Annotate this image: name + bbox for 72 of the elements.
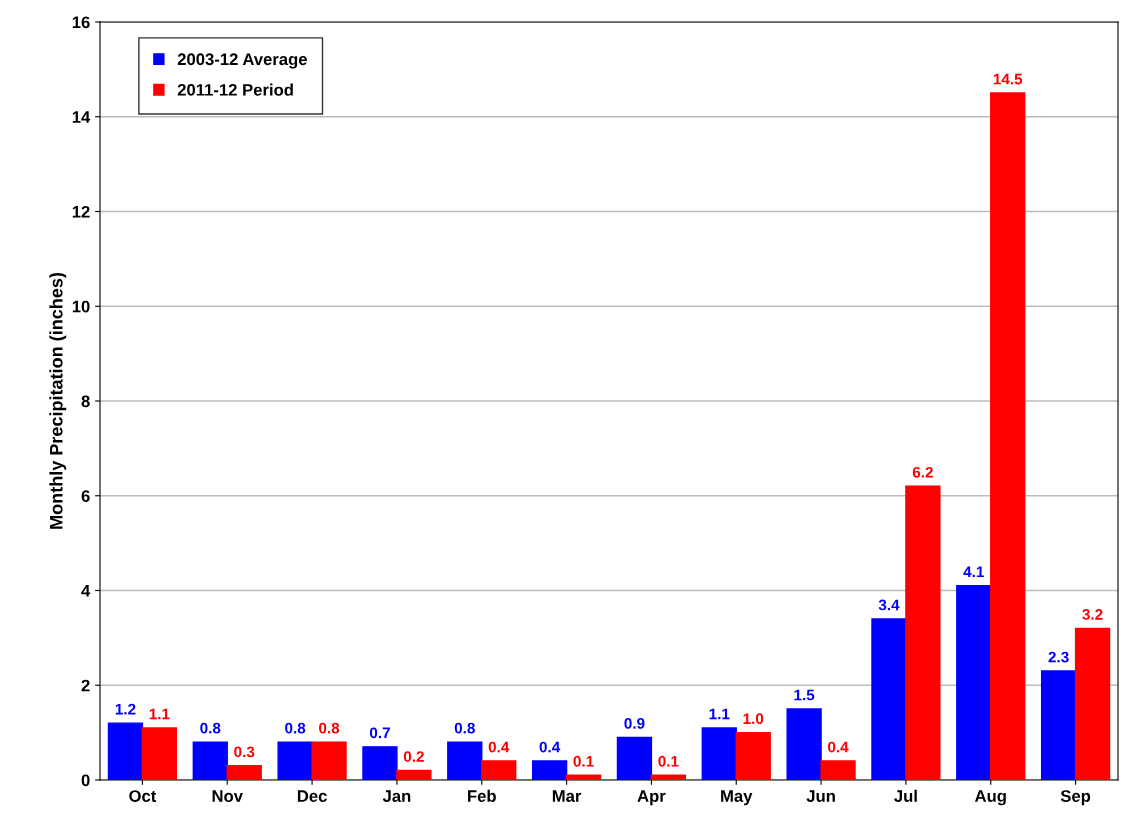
x-tick-label: Aug	[974, 790, 1006, 806]
data-label: 3.4	[878, 599, 900, 611]
y-tick-label: 0	[81, 774, 90, 787]
data-label: 1.2	[115, 703, 136, 715]
y-tick-label: 2	[81, 679, 90, 692]
x-tick-label: Nov	[212, 790, 243, 802]
y-tick-label: 4	[81, 585, 91, 597]
data-label: 0.8	[319, 722, 340, 734]
bar	[362, 746, 398, 780]
data-label: 6.2	[912, 466, 933, 478]
data-label: 0.4	[539, 741, 561, 753]
legend-label: 2003-12 Average	[177, 53, 307, 69]
bar	[650, 774, 687, 780]
x-tick-label: Sep	[1060, 790, 1091, 806]
x-tick-label: May	[721, 790, 753, 806]
bar	[616, 736, 653, 780]
data-label: 0.3	[234, 746, 255, 758]
bar	[107, 722, 144, 780]
bar	[396, 769, 432, 780]
bar	[990, 92, 1026, 780]
x-tick-label: Oct	[129, 790, 157, 802]
data-label: 1.1	[149, 708, 170, 720]
x-tick-label: Feb	[468, 789, 496, 802]
data-label: 0.8	[200, 722, 221, 734]
bar	[871, 618, 907, 780]
bar	[905, 485, 941, 780]
bar	[735, 731, 771, 780]
data-label: 4.1	[963, 566, 984, 578]
bar	[786, 708, 822, 780]
y-tick-label: 16	[72, 16, 90, 29]
data-label: 3.2	[1082, 609, 1103, 620]
data-label: 1.1	[709, 708, 730, 720]
x-tick-label: Jul	[894, 789, 917, 802]
data-label: 14.5	[993, 73, 1023, 85]
data-label: 0.2	[403, 751, 424, 762]
bar	[481, 760, 517, 780]
data-label: 0.7	[369, 727, 390, 739]
data-label: 0.1	[573, 755, 594, 767]
x-tick-label: Dec	[297, 790, 327, 802]
bar	[565, 774, 602, 780]
bar	[277, 741, 313, 780]
y-tick-label: 14	[72, 111, 91, 123]
data-label: 1.5	[794, 689, 815, 701]
x-tick-label: Jan	[382, 790, 411, 802]
bar	[531, 760, 568, 780]
data-label: 2.3	[1048, 651, 1069, 663]
data-label: 0.8	[285, 722, 306, 734]
y-tick-label: 12	[72, 205, 90, 218]
bar	[192, 741, 228, 780]
y-tick-label: 10	[72, 300, 90, 313]
y-axis-title: Monthly Precipitation (inches)	[49, 272, 67, 529]
bar	[1040, 670, 1077, 780]
bar	[701, 727, 737, 780]
data-label: 0.4	[828, 741, 849, 753]
data-label: 0.9	[624, 717, 645, 729]
bar	[820, 760, 856, 780]
data-label: 1.0	[743, 713, 764, 725]
data-label: 0.1	[658, 755, 679, 767]
bar	[311, 741, 347, 780]
y-tick-label: 6	[81, 490, 90, 502]
bar	[226, 765, 262, 780]
x-tick-label: Mar	[552, 790, 582, 802]
x-tick-label: Jun	[806, 790, 835, 802]
data-label: 0.4	[488, 741, 510, 753]
x-tick-label: Apr	[637, 790, 666, 806]
bar	[447, 741, 483, 780]
bar	[141, 727, 178, 780]
data-label: 0.8	[454, 722, 475, 734]
bar	[956, 585, 992, 780]
bar	[1074, 627, 1111, 780]
legend-label: 2011-12 Period	[177, 83, 293, 96]
y-tick-label: 8	[81, 395, 90, 408]
